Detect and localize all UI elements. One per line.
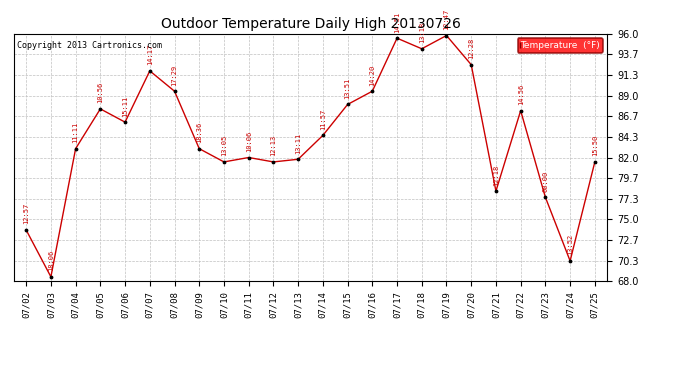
Text: 13:05: 13:05 [221,135,227,156]
Text: Copyright 2013 Cartronics.com: Copyright 2013 Cartronics.com [17,41,161,50]
Text: 13:18: 13:18 [419,22,425,43]
Text: 18:36: 18:36 [196,122,202,143]
Text: 11:11: 11:11 [72,122,79,143]
Text: 00:00: 00:00 [542,171,549,192]
Text: 12:28: 12:28 [469,38,474,59]
Text: 12:57: 12:57 [23,203,29,224]
Text: 14:51: 14:51 [394,11,400,33]
Text: 18:06: 18:06 [48,250,54,271]
Text: 14:20: 14:20 [369,64,375,86]
Text: 14:17: 14:17 [147,44,152,65]
Text: 10:06: 10:06 [246,131,252,152]
Text: 12:18: 12:18 [493,164,499,186]
Text: 15:50: 15:50 [592,135,598,156]
Text: 13:51: 13:51 [344,78,351,99]
Text: 13:11: 13:11 [295,132,301,154]
Text: 17:29: 17:29 [172,64,177,86]
Title: Outdoor Temperature Daily High 20130726: Outdoor Temperature Daily High 20130726 [161,17,460,31]
Text: 12:47: 12:47 [444,9,449,30]
Text: 10:56: 10:56 [97,82,104,104]
Text: 12:13: 12:13 [270,135,277,156]
Text: 13:52: 13:52 [567,234,573,255]
Text: 14:56: 14:56 [518,84,524,105]
Legend: Temperature  (°F): Temperature (°F) [518,38,602,53]
Text: 15:11: 15:11 [122,95,128,117]
Text: 11:57: 11:57 [320,109,326,130]
